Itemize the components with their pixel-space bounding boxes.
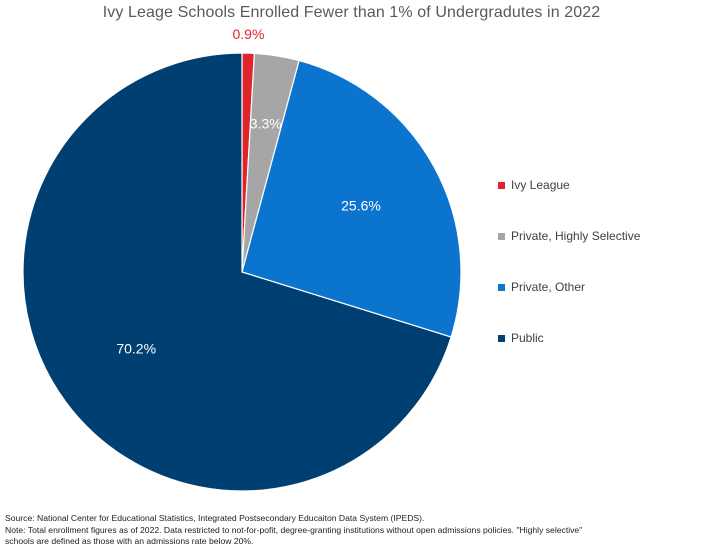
- legend-label-ivy-league: Ivy League: [511, 178, 570, 192]
- data-label-public: 70.2%: [116, 341, 156, 357]
- pie-slice-public: [22, 52, 452, 492]
- legend-item-private-other: Private, Other: [498, 280, 698, 331]
- legend-swatch-ivy-league: [498, 182, 505, 189]
- legend-label-private-highly-selective: Private, Highly Selective: [511, 229, 641, 243]
- legend-swatch-private-other: [498, 284, 505, 291]
- legend-item-public: Public: [498, 331, 698, 382]
- legend: Ivy League Private, Highly Selective Pri…: [498, 178, 698, 382]
- data-label-private-highly-selective: 3.3%: [250, 116, 282, 132]
- pie-slice-private-other: [241, 59, 462, 338]
- chart-title: Ivy Leage Schools Enrolled Fewer than 1%…: [102, 4, 601, 21]
- legend-swatch-public: [498, 335, 505, 342]
- legend-item-private-highly-selective: Private, Highly Selective: [498, 229, 698, 280]
- legend-label-public: Public: [511, 331, 544, 345]
- footnotes: Source: National Center for Educational …: [5, 513, 700, 548]
- data-label-ivy-league: 0.9%: [233, 26, 265, 42]
- legend-label-private-other: Private, Other: [511, 280, 586, 294]
- note-line-2: schools are defined as those with an adm…: [5, 536, 254, 546]
- legend-swatch-private-highly-selective: [498, 233, 505, 240]
- data-label-private-other: 25.6%: [341, 197, 381, 213]
- legend-item-ivy-league: Ivy League: [498, 178, 698, 229]
- note-line-1: Note: Total enrollment figures as of 202…: [5, 524, 583, 535]
- source-note: Source: National Center for Educational …: [5, 513, 425, 523]
